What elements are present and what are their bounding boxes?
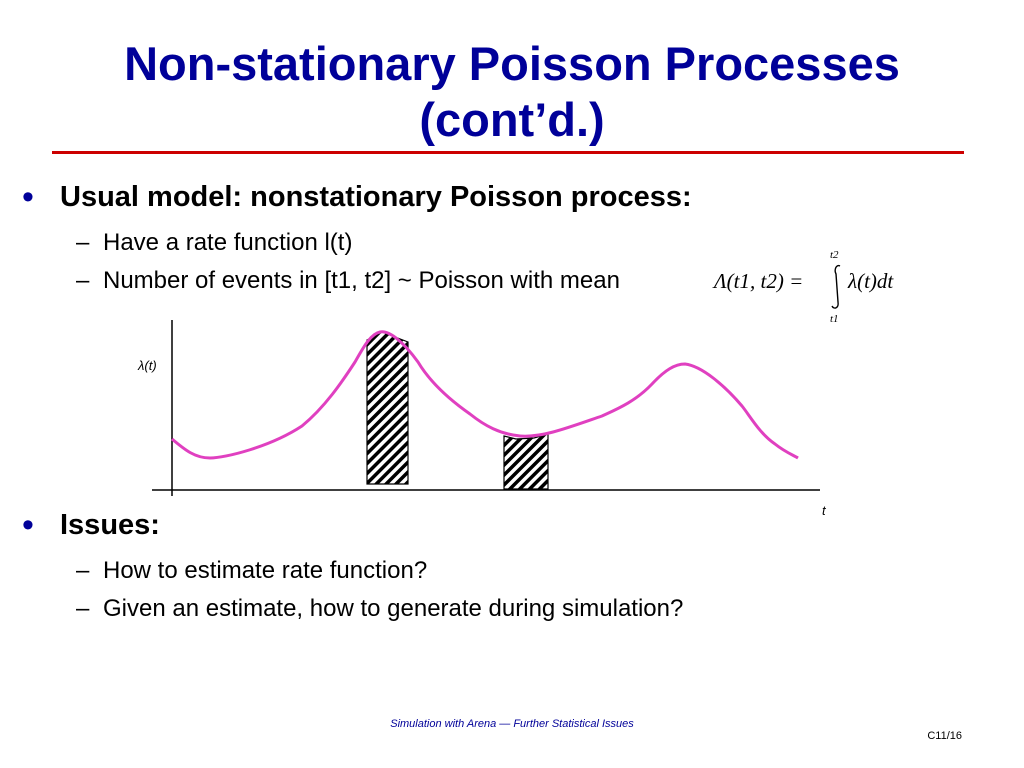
dash-icon: – [76,229,90,256]
dash-icon: – [76,267,90,294]
sub-bullet-text: Have a rate function l(t) [103,229,353,256]
formula-lower-limit: t1 [830,313,839,325]
dash-icon: – [76,557,90,584]
slide-title-line-1: Non-stationary Poisson Processes [124,37,900,90]
bullet-dot-icon: • [22,178,34,216]
bullet-dot-icon: • [22,506,34,544]
rate-function-curve [171,330,799,460]
sub-bullet-text: Given an estimate, how to generate durin… [103,595,684,622]
slide-title: Non-stationary Poisson Processes (cont’d… [0,36,1024,148]
y-axis-label: λ(t) [137,358,157,373]
bullet-text: Issues: [60,509,160,541]
sub-bullet-text: How to estimate rate function? [103,557,428,584]
rate-function-chart: λ(t) t [137,320,827,518]
slide-footer: Simulation with Arena — Further Statisti… [390,718,634,730]
formula-lhs: Λ(t1, t2) = [712,269,803,293]
bullet-text: Usual model: nonstationary Poisson proce… [60,181,692,213]
integral-sign-icon [831,264,841,309]
shaded-interval-1 [366,331,409,485]
title-divider [52,151,964,154]
shaded-interval-2 [503,433,549,490]
dash-icon: – [76,595,90,622]
formula-upper-limit: t2 [830,249,839,261]
x-axis-label: t [822,503,827,518]
slide-number: C11/16 [927,730,962,742]
mean-formula: Λ(t1, t2) = t2 t1 λ(t)dt [712,249,894,325]
formula-integrand: λ(t)dt [847,269,894,293]
sub-bullet-text: Number of events in [t1, t2] ~ Poisson w… [103,267,620,294]
slide-title-line-2: (cont’d.) [419,93,605,146]
